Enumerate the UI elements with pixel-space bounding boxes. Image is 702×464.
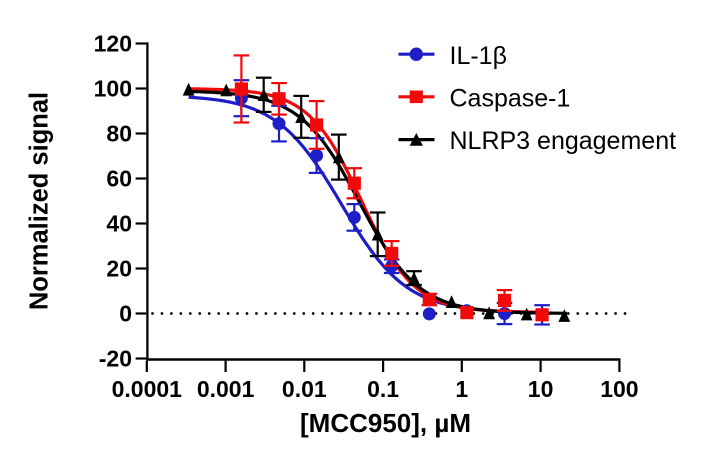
svg-text:0.0001: 0.0001 [112, 376, 183, 402]
svg-text:120: 120 [94, 31, 132, 57]
svg-text:0.01: 0.01 [282, 376, 327, 402]
svg-text:1: 1 [455, 376, 468, 402]
svg-text:80: 80 [106, 121, 132, 147]
svg-text:60: 60 [106, 166, 132, 192]
svg-text:100: 100 [94, 76, 132, 102]
svg-text:20: 20 [106, 256, 132, 282]
svg-text:40: 40 [106, 211, 132, 237]
svg-text:[MCC950], µM: [MCC950], µM [300, 408, 471, 438]
svg-text:0.001: 0.001 [197, 376, 255, 402]
svg-text:NLRP3 engagement: NLRP3 engagement [450, 127, 677, 155]
svg-text:0: 0 [119, 301, 132, 327]
svg-text:Normalized signal: Normalized signal [26, 92, 54, 310]
svg-text:Caspase-1: Caspase-1 [450, 84, 571, 112]
svg-text:0.1: 0.1 [367, 376, 399, 402]
svg-text:100: 100 [600, 376, 638, 402]
svg-text:IL-1β: IL-1β [450, 42, 507, 70]
svg-text:10: 10 [528, 376, 554, 402]
svg-text:-20: -20 [99, 346, 132, 372]
